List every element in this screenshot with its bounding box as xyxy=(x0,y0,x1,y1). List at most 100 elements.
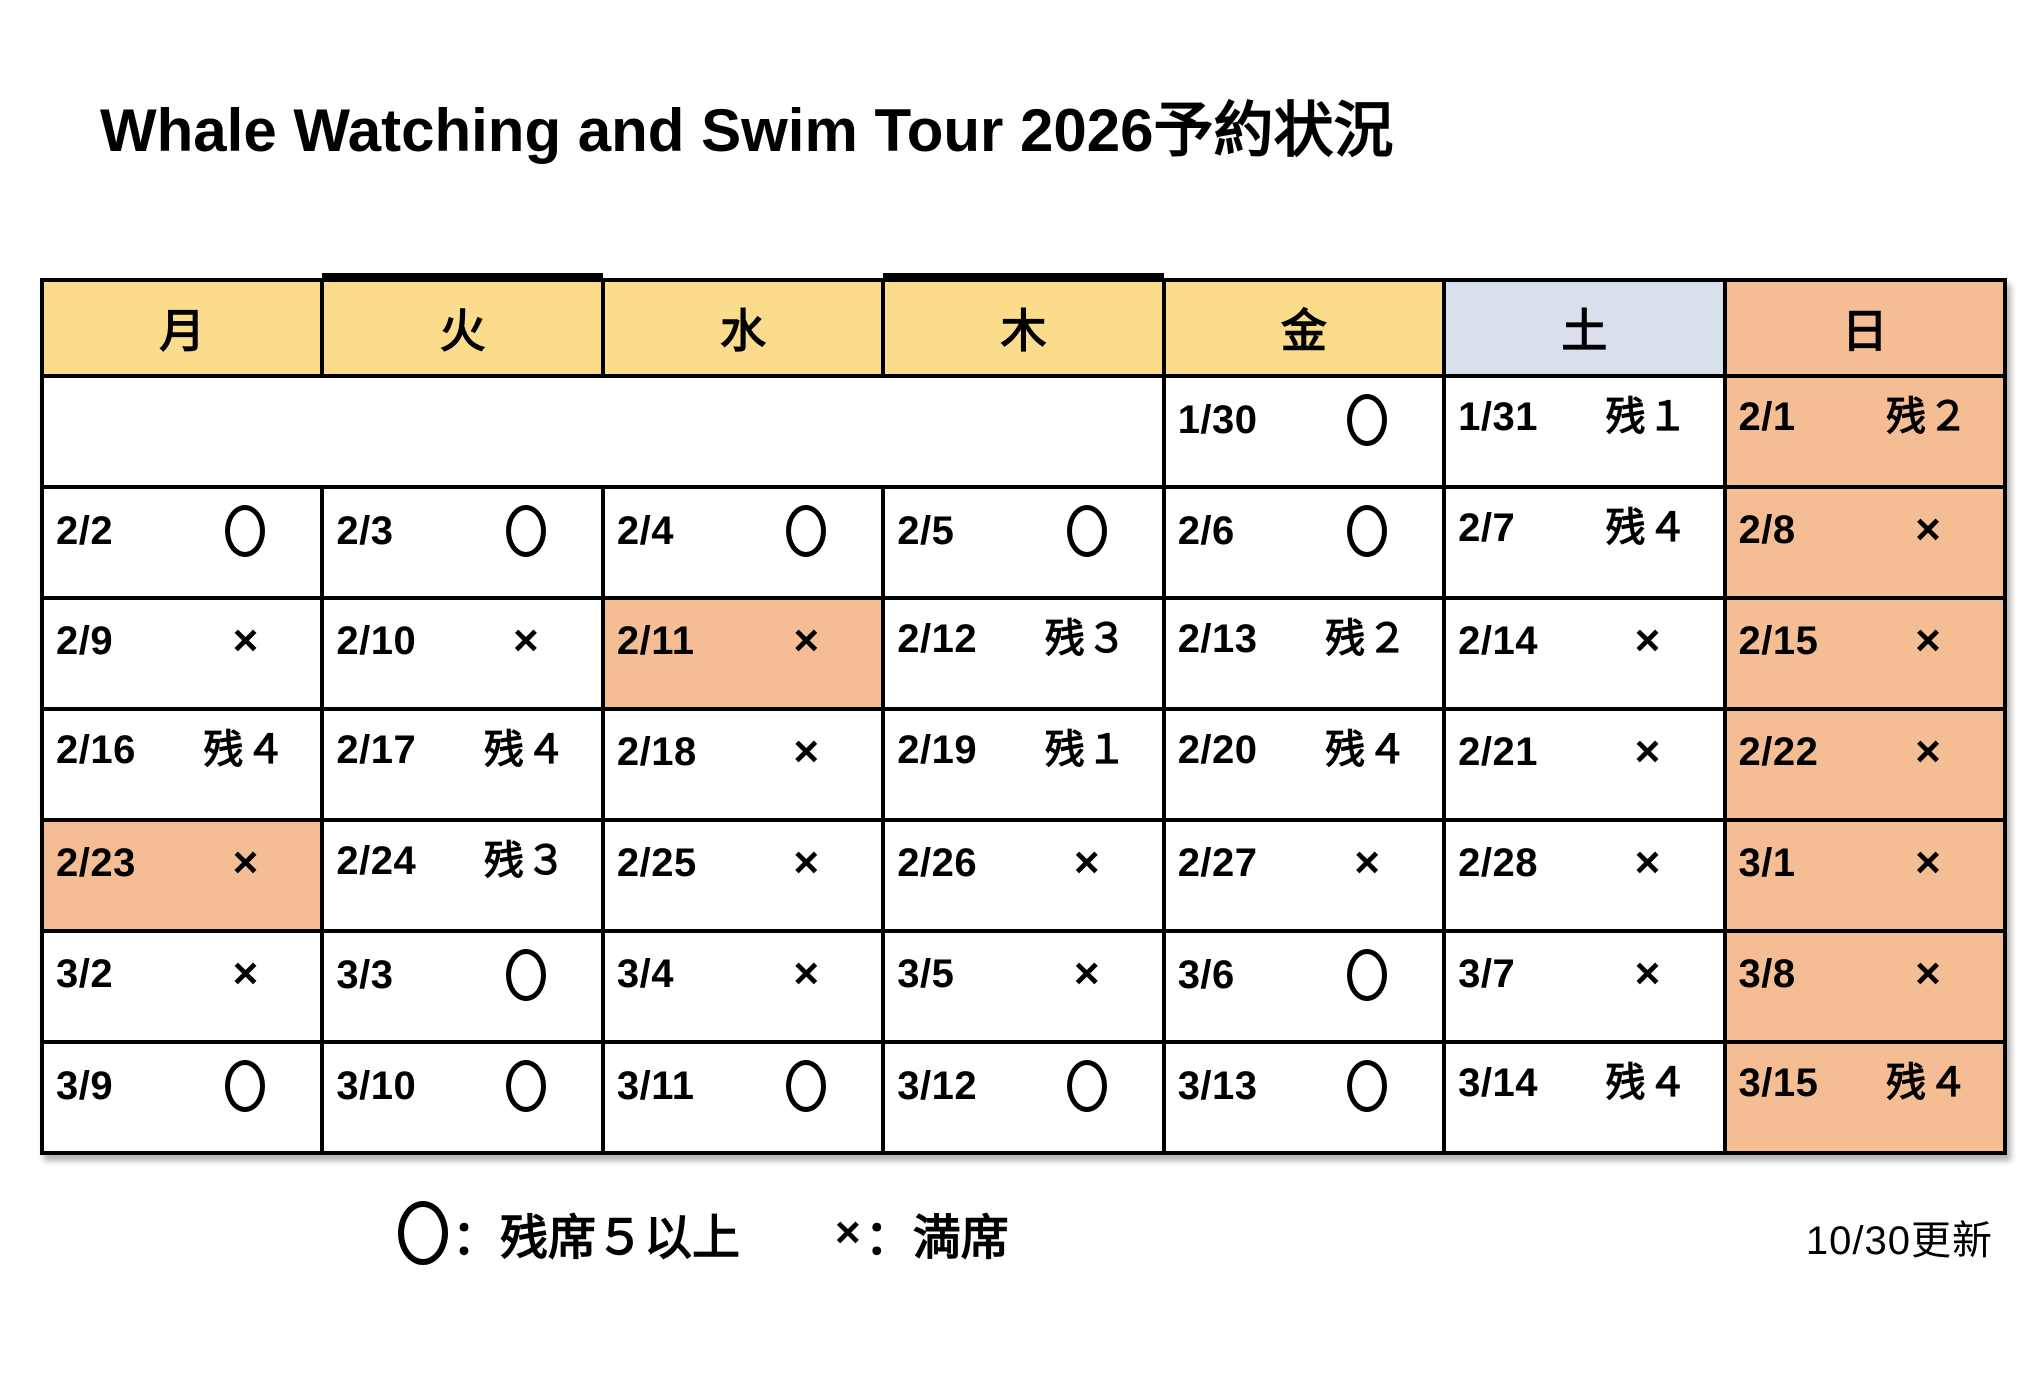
calendar-cell-3-3: 3/3 xyxy=(320,929,605,1044)
calendar-cell-3-12: 3/12 xyxy=(881,1040,1166,1155)
calendar-cell-2-3: 2/3 xyxy=(320,485,605,600)
date-label: 2/12 xyxy=(897,617,978,661)
date-label: 3/4 xyxy=(616,952,674,997)
date-label: 3/13 xyxy=(1177,1064,1258,1108)
calendar-cell-2-12: 2/12 残３ xyxy=(881,596,1166,711)
available-circle-icon xyxy=(1347,505,1388,557)
day-header-saturday: 土 xyxy=(1442,278,1727,378)
status-mark xyxy=(731,505,881,557)
calendar-cell-2-22: 2/22 × xyxy=(1722,707,2008,822)
cell-content: 2/6 xyxy=(1166,489,1442,557)
date-label: 2/9 xyxy=(56,619,114,664)
calendar-cell-2-27: 2/27 × xyxy=(1161,818,1447,933)
cell-content: 3/15 残４ xyxy=(1727,1044,2003,1106)
cell-content: 2/1 残２ xyxy=(1727,378,2003,440)
seats-remaining-label: 残４ xyxy=(1605,1061,1690,1105)
date-label: 1/30 xyxy=(1177,398,1258,442)
status-mark xyxy=(451,1060,601,1112)
calendar-cell-1-30: 1/30 xyxy=(1161,374,1447,489)
day-header-sunday: 日 xyxy=(1722,278,2008,378)
full-x-icon: × xyxy=(793,838,820,887)
legend-available-label: ：残席５以上 xyxy=(452,1212,741,1265)
available-circle-icon xyxy=(1347,394,1388,446)
day-header-friday: 金 xyxy=(1161,278,1447,378)
cell-content: 3/3 xyxy=(324,933,600,1001)
cell-content: 2/22 × xyxy=(1727,711,2003,778)
status-mark xyxy=(1292,949,1442,1001)
calendar-cell-2-25: 2/25 × xyxy=(600,818,886,933)
seats-remaining-label: 残２ xyxy=(1325,617,1410,661)
date-label: 2/7 xyxy=(1458,506,1516,550)
date-label: 3/5 xyxy=(897,952,955,997)
day-header-thursday: 木 xyxy=(881,278,1166,378)
date-label: 2/2 xyxy=(56,509,114,553)
calendar-cell-2-19: 2/19 残１ xyxy=(881,707,1166,822)
date-label: 3/10 xyxy=(336,1064,417,1108)
status-mark xyxy=(451,505,601,557)
full-x-icon: × xyxy=(1354,838,1380,887)
date-label: 3/12 xyxy=(897,1064,978,1108)
date-label: 1/31 xyxy=(1458,395,1538,439)
available-circle-icon xyxy=(786,1060,827,1112)
status-mark xyxy=(731,1060,881,1112)
seats-remaining-label: 残２ xyxy=(1886,395,1970,439)
calendar-cell-2-16: 2/16 残４ xyxy=(39,707,325,822)
calendar-cell-2-5: 2/5 xyxy=(881,485,1166,600)
calendar-cell-2-20: 2/20 残４ xyxy=(1161,707,1447,822)
legend: ：残席５以上 × ：満席 10/30更新 xyxy=(40,1198,2007,1268)
cell-content: 2/11 × xyxy=(605,600,881,667)
available-circle-icon xyxy=(1066,505,1107,557)
date-label: 2/18 xyxy=(616,730,697,775)
available-circle-icon xyxy=(505,949,546,1001)
page-title: Whale Watching and Swim Tour 2026予約状況 xyxy=(100,97,1394,164)
date-label: 2/17 xyxy=(336,728,417,772)
date-label: 2/26 xyxy=(897,841,978,886)
date-label: 2/10 xyxy=(336,619,417,664)
cell-content: 2/5 xyxy=(885,489,1161,557)
legend-full-label: ：満席 xyxy=(864,1212,1009,1265)
date-label: 3/6 xyxy=(1177,953,1235,997)
weekday-header-row: 月火水木金土日 xyxy=(39,278,2008,378)
calendar-week-row: 2/16 残４ 2/17 残４ 2/18 × 2/19 残１ 2/20 残４ 2/21 × 2/22 × xyxy=(39,707,2008,822)
date-label: 2/11 xyxy=(616,619,695,664)
cell-content: 2/20 残４ xyxy=(1166,711,1442,773)
calendar-cell-2-24: 2/24 残３ xyxy=(320,818,605,933)
date-label: 3/3 xyxy=(336,953,394,997)
cell-content: 2/25 × xyxy=(605,822,881,889)
seats-remaining-label: 残４ xyxy=(1605,506,1690,550)
cell-content: 2/26 × xyxy=(885,822,1161,889)
cell-content: 2/17 残４ xyxy=(324,711,600,773)
cell-content: 3/13 xyxy=(1166,1044,1442,1112)
date-label: 3/2 xyxy=(56,952,114,997)
calendar-cell-2-28: 2/28 × xyxy=(1442,818,1727,933)
cell-content: 2/27 × xyxy=(1166,822,1442,889)
status-mark xyxy=(1012,505,1162,557)
date-label: 2/6 xyxy=(1177,509,1235,553)
cell-content: 2/2 xyxy=(44,489,320,557)
cell-content: 3/7 × xyxy=(1446,933,1722,1000)
calendar-cell-2-11: 2/11 × xyxy=(600,596,886,711)
date-label: 2/23 xyxy=(56,841,136,886)
date-label: 2/3 xyxy=(336,509,394,553)
cell-content: 2/7 残４ xyxy=(1446,489,1722,551)
cell-content: 3/6 xyxy=(1166,933,1442,1001)
full-x-icon: × xyxy=(1634,727,1661,776)
date-label: 2/14 xyxy=(1458,619,1538,664)
cell-content: 2/12 残３ xyxy=(885,600,1161,662)
calendar-cell-3-8: 3/8 × xyxy=(1722,929,2008,1044)
full-x-icon: × xyxy=(232,949,259,998)
available-circle-icon xyxy=(505,505,546,557)
date-label: 2/8 xyxy=(1738,508,1796,553)
calendar-cell-3-14: 3/14 残４ xyxy=(1442,1040,1727,1155)
calendar-cell-2-21: 2/21 × xyxy=(1442,707,1727,822)
cell-content: 3/9 xyxy=(44,1044,320,1112)
calendar-cell-3-10: 3/10 xyxy=(320,1040,605,1155)
calendar-week-row: 3/9 3/10 3/11 3/12 3/13 3/14 残４ 3/15 残４ xyxy=(39,1040,2008,1155)
calendar-cell-empty xyxy=(40,374,1166,489)
date-label: 2/1 xyxy=(1738,395,1796,439)
date-label: 2/27 xyxy=(1177,841,1258,886)
full-x-icon: × xyxy=(1915,949,1941,998)
full-x-icon: × xyxy=(512,616,539,665)
full-x-icon: × xyxy=(835,1208,861,1257)
seats-remaining-label: 残４ xyxy=(1886,1061,1970,1105)
